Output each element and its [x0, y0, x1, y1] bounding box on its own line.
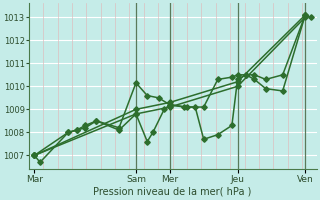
- X-axis label: Pression niveau de la mer( hPa ): Pression niveau de la mer( hPa ): [93, 187, 252, 197]
